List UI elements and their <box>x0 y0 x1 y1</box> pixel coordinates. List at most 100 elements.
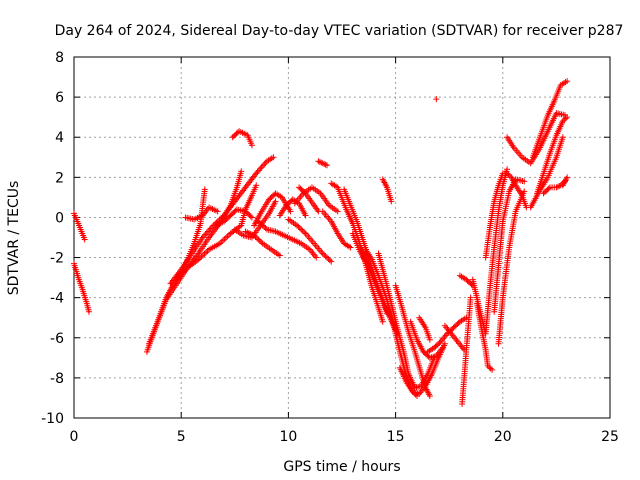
data-point <box>334 208 341 215</box>
data-point <box>322 253 329 260</box>
data-track <box>469 166 511 337</box>
data-point <box>81 236 88 243</box>
data-point <box>439 344 446 351</box>
chart-title: Day 264 of 2024, Sidereal Day-to-day VTE… <box>55 23 624 39</box>
y-tick-label: -6 <box>50 331 64 347</box>
data-point <box>489 366 496 373</box>
data-point <box>298 226 305 233</box>
data-point <box>301 189 308 196</box>
data-point <box>323 254 330 261</box>
data-track <box>504 110 568 167</box>
data-point <box>321 160 328 167</box>
y-tick-label: 0 <box>55 210 64 226</box>
data-track <box>392 282 433 399</box>
data-point <box>553 184 560 191</box>
data-track <box>296 184 322 215</box>
data-point <box>258 239 265 246</box>
data-point <box>257 165 264 172</box>
data-point <box>328 258 335 265</box>
data-point <box>505 171 512 178</box>
data-point <box>258 221 265 228</box>
data-track <box>229 128 255 149</box>
data-track <box>291 184 341 215</box>
data-track <box>255 218 320 261</box>
data-point <box>259 162 266 169</box>
x-tick-label: 15 <box>387 429 405 445</box>
data-point <box>486 364 493 371</box>
data-point <box>347 244 354 251</box>
data-track <box>416 314 433 343</box>
x-tick-label: 25 <box>601 429 619 445</box>
y-tick-label: -8 <box>50 371 64 387</box>
axis-ticks: 0 5 10 15 20 25 -10 -8 -6 -4 -2 0 2 4 6 8 <box>41 50 619 445</box>
x-tick-label: 20 <box>494 429 512 445</box>
data-track <box>242 228 283 259</box>
data-point <box>255 218 262 225</box>
data-point <box>433 96 440 103</box>
data-point <box>253 235 260 242</box>
data-point <box>224 233 231 240</box>
data-track <box>396 340 448 397</box>
data-point <box>319 250 326 257</box>
data-point <box>258 164 265 171</box>
data-point <box>256 237 263 244</box>
data-point <box>562 115 569 122</box>
data-track <box>559 174 571 189</box>
data-point <box>261 161 268 168</box>
data-track <box>375 250 438 391</box>
data-track <box>71 260 93 315</box>
data-point <box>521 188 528 195</box>
x-tick-label: 10 <box>279 429 297 445</box>
data-point <box>426 336 433 343</box>
data-point <box>255 167 262 174</box>
y-tick-label: -10 <box>41 411 64 427</box>
data-point <box>248 214 255 221</box>
data-point <box>301 229 308 236</box>
data-track <box>407 318 446 361</box>
data-point <box>554 183 561 190</box>
data-point <box>321 251 328 258</box>
data-point <box>467 294 474 301</box>
data-point <box>247 213 254 220</box>
data-track <box>379 176 395 205</box>
data-point <box>252 233 259 240</box>
data-point <box>214 208 221 215</box>
data-point <box>221 236 228 243</box>
data-track <box>285 216 335 265</box>
grid <box>74 57 610 418</box>
x-axis-label: GPS time / hours <box>283 459 400 475</box>
data-track <box>433 96 440 103</box>
data-point <box>256 219 263 226</box>
data-point <box>261 223 268 230</box>
data-point <box>521 178 528 185</box>
data-point <box>276 252 283 259</box>
data-track <box>71 210 88 243</box>
data-point <box>86 308 93 315</box>
data-track <box>474 300 496 373</box>
data-track <box>529 78 571 161</box>
data-point <box>561 116 568 123</box>
y-tick-label: 2 <box>55 170 64 186</box>
data-point <box>316 158 323 165</box>
data-track <box>424 314 470 355</box>
data-point <box>326 257 333 264</box>
data-point <box>545 185 552 192</box>
data-track <box>276 196 309 219</box>
data-point <box>379 318 386 325</box>
data-point <box>388 198 395 205</box>
data-point <box>504 170 511 177</box>
data-point <box>238 168 245 175</box>
plot-frame <box>73 56 611 419</box>
data-point <box>322 161 329 168</box>
data-point <box>219 237 226 244</box>
data-point <box>262 225 269 232</box>
data-track <box>495 188 528 347</box>
data-point <box>302 212 309 219</box>
data-point <box>293 222 300 229</box>
data-point <box>564 174 571 181</box>
data-point <box>251 232 258 239</box>
data-point <box>253 182 260 189</box>
data-point <box>564 78 571 85</box>
y-tick-label: 8 <box>55 50 64 66</box>
y-axis-label: SDTVAR / TECUs <box>6 181 22 296</box>
